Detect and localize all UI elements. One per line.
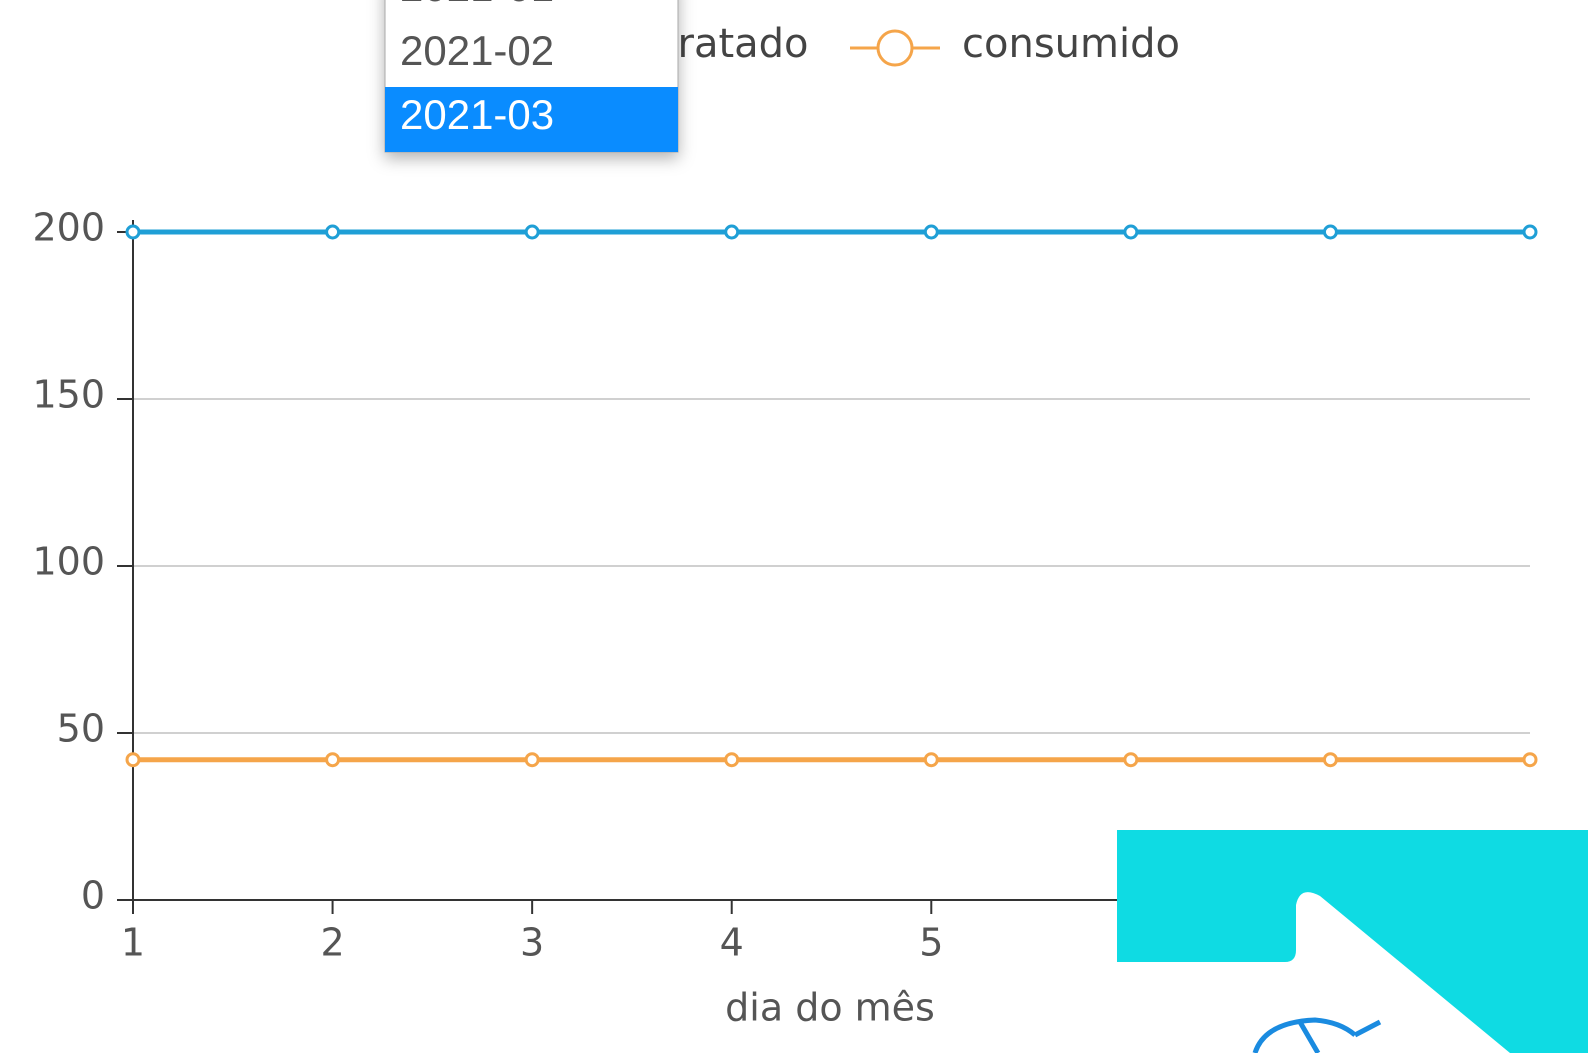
x-tick-label: 5 bbox=[919, 921, 943, 965]
y-tick-label: 100 bbox=[32, 540, 105, 584]
option-highlight bbox=[385, 87, 678, 152]
y-tick-label: 50 bbox=[57, 707, 105, 751]
legend-marker bbox=[876, 29, 914, 67]
dropdown-option[interactable]: 2021-03 bbox=[400, 91, 554, 138]
point bbox=[724, 752, 740, 768]
point bbox=[1522, 752, 1538, 768]
point bbox=[1322, 752, 1338, 768]
point bbox=[325, 224, 341, 240]
point bbox=[325, 752, 341, 768]
point bbox=[524, 752, 540, 768]
point bbox=[1123, 224, 1139, 240]
y-tick-label: 0 bbox=[81, 874, 105, 918]
y-tick-label: 200 bbox=[32, 206, 105, 250]
point bbox=[1123, 752, 1139, 768]
dropdown-option[interactable]: 2021-01 bbox=[400, 0, 554, 10]
x-tick-label: 3 bbox=[520, 921, 544, 965]
x-tick-label: 2 bbox=[320, 921, 344, 965]
point bbox=[125, 752, 141, 768]
legend-label: consumido bbox=[962, 21, 1180, 67]
point bbox=[923, 224, 939, 240]
point bbox=[923, 752, 939, 768]
dropdown: 2021-01 2021-02 2021-03 bbox=[384, 0, 679, 153]
overlay bbox=[1117, 830, 1588, 1053]
point bbox=[1522, 224, 1538, 240]
point bbox=[125, 224, 141, 240]
y-tick-label: 150 bbox=[32, 373, 105, 417]
point bbox=[724, 224, 740, 240]
x-axis-label: dia do mês bbox=[725, 986, 935, 1030]
x-tick-label: 1 bbox=[121, 921, 145, 965]
point bbox=[524, 224, 540, 240]
point bbox=[1322, 224, 1338, 240]
dropdown-option[interactable]: 2021-02 bbox=[400, 27, 554, 74]
x-tick-label: 4 bbox=[720, 921, 744, 965]
chart: 05010015020012345678dia do mêscontratado… bbox=[32, 21, 1542, 1030]
